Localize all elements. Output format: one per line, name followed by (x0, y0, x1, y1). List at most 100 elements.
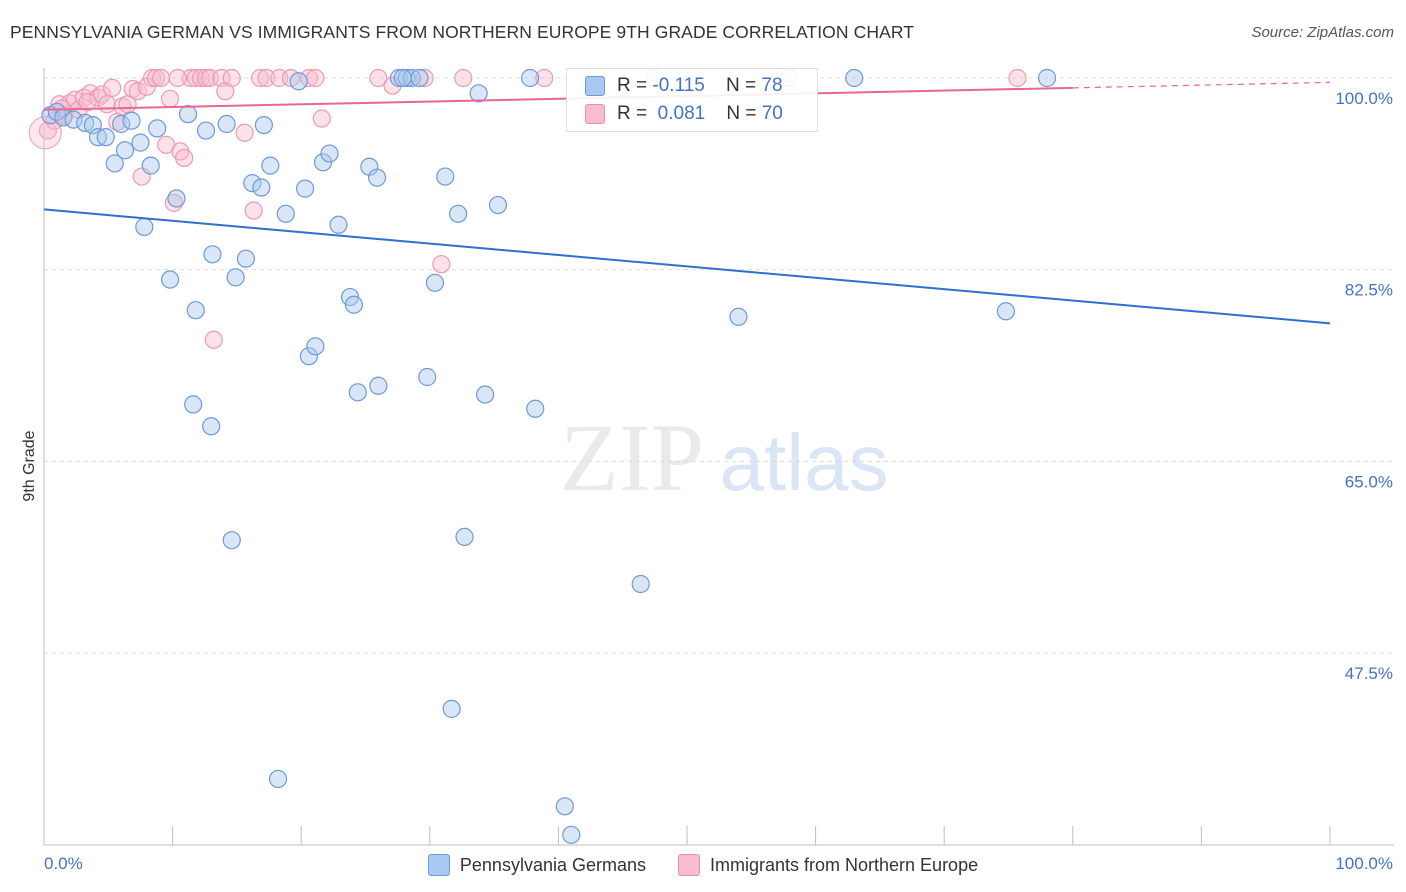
point-pennsylvania (369, 376, 388, 395)
point-pennsylvania (397, 68, 416, 88)
legend-item-immigrants[interactable]: Immigrants from Northern Europe (678, 854, 978, 876)
point-pennsylvania (418, 367, 437, 387)
point-pennsylvania (996, 302, 1016, 321)
trendline-immigrants (43, 86, 1073, 111)
point-immigrants (160, 89, 180, 108)
point-pennsylvania (160, 270, 180, 289)
series-immigrants-points (28, 68, 1027, 349)
legend-swatch-pink (585, 104, 605, 124)
grid-lines (44, 77, 1394, 654)
point-pennsylvania (186, 301, 205, 320)
point-immigrants (257, 68, 276, 88)
point-immigrants (186, 68, 205, 88)
point-immigrants (181, 68, 200, 88)
point-immigrants (432, 255, 451, 274)
point-pennsylvania (96, 128, 115, 147)
point-pennsylvania (202, 417, 221, 436)
point-immigrants (103, 78, 122, 97)
point-pennsylvania (410, 68, 429, 88)
axes (43, 68, 1394, 846)
y-tick-label: 47.5% (1345, 664, 1393, 683)
point-immigrants (168, 68, 187, 88)
r-value: 0.081 (657, 103, 706, 124)
trendline-pennsylvania (43, 208, 1331, 325)
point-pennsylvania (254, 115, 274, 135)
x-tick-labels: 0.0% 100.0% (44, 854, 1393, 873)
legend-label: Pennsylvania Germans (459, 854, 646, 875)
point-immigrants (454, 68, 473, 88)
legend-item-pennsylvania[interactable]: Pennsylvania Germans (427, 854, 646, 876)
r-value: -0.115 (652, 75, 705, 96)
point-pennsylvania (393, 68, 412, 88)
point-immigrants (235, 123, 254, 142)
point-pennsylvania (261, 156, 280, 175)
series-legend: Pennsylvania Germans Immigrants from Nor… (0, 852, 1406, 878)
point-pennsylvania (115, 141, 135, 160)
point-pennsylvania (521, 68, 540, 88)
legend-swatch-blue (585, 76, 605, 96)
point-immigrants (369, 68, 388, 88)
trendline-immigrants-extension (1072, 81, 1331, 89)
point-pennsylvania (320, 144, 339, 163)
point-pennsylvania (469, 84, 488, 103)
point-immigrants (78, 92, 97, 112)
chart-title: PENNSYLVANIA GERMAN VS IMMIGRANTS FROM N… (10, 22, 915, 42)
point-pennsylvania (845, 68, 864, 88)
y-tick-label: 65.0% (1345, 472, 1393, 491)
point-pennsylvania (167, 189, 186, 208)
legend-swatch-pink (678, 854, 700, 876)
point-pennsylvania (555, 797, 574, 816)
point-pennsylvania (448, 204, 468, 223)
point-pennsylvania (306, 337, 325, 356)
series-pennsylvania-points (41, 68, 1057, 844)
stats-legend: R = -0.115 N = 78 R = 0.081 N = 70 (566, 68, 818, 132)
point-pennsylvania (367, 168, 387, 187)
n-label: N = (725, 75, 757, 96)
n-label: N = (726, 103, 757, 124)
stats-row-immigrants: R = 0.081 N = 70 (585, 101, 783, 127)
point-immigrants (175, 148, 194, 168)
point-pennsylvania (276, 204, 295, 223)
point-immigrants (92, 85, 111, 104)
n-value: 78 (761, 75, 783, 96)
x-tick-label: 100.0% (1335, 854, 1393, 873)
point-pennsylvania (148, 119, 167, 138)
point-pennsylvania (226, 268, 245, 287)
r-label: R = (617, 103, 648, 124)
point-pennsylvania (203, 245, 222, 264)
y-tick-label: 82.5% (1345, 281, 1393, 300)
point-pennsylvania (562, 825, 581, 844)
point-pennsylvania (299, 347, 319, 366)
point-pennsylvania (729, 307, 748, 326)
point-immigrants-large (28, 116, 62, 150)
point-pennsylvania (135, 217, 154, 237)
point-immigrants (312, 109, 331, 128)
point-pennsylvania (348, 383, 367, 402)
point-immigrants (151, 68, 171, 88)
n-value: 70 (761, 103, 783, 124)
point-pennsylvania (105, 154, 124, 173)
y-tick-labels: 100.0% 82.5% 65.0% 47.5% (1335, 89, 1393, 683)
x-tick-label: 0.0% (44, 854, 83, 873)
r-label: R = (617, 75, 648, 96)
legend-label: Immigrants from Northern Europe (710, 854, 979, 875)
point-pennsylvania (442, 699, 461, 718)
point-immigrants (306, 68, 325, 88)
point-immigrants (535, 68, 554, 88)
point-pennsylvania (455, 527, 474, 547)
watermark-zip: ZIP (560, 404, 704, 511)
point-pennsylvania (236, 249, 256, 268)
point-pennsylvania (295, 179, 315, 198)
watermark-atlas: atlas (720, 418, 889, 507)
point-pennsylvania (112, 114, 131, 134)
point-pennsylvania (436, 167, 455, 186)
point-immigrants (128, 82, 147, 101)
point-pennsylvania (131, 133, 150, 152)
point-immigrants (38, 121, 57, 140)
point-pennsylvania (344, 295, 364, 314)
point-pennsylvania (243, 174, 262, 193)
point-pennsylvania (268, 769, 288, 789)
point-pennsylvania (631, 574, 650, 594)
point-pennsylvania (88, 128, 108, 147)
point-pennsylvania (1037, 68, 1057, 88)
